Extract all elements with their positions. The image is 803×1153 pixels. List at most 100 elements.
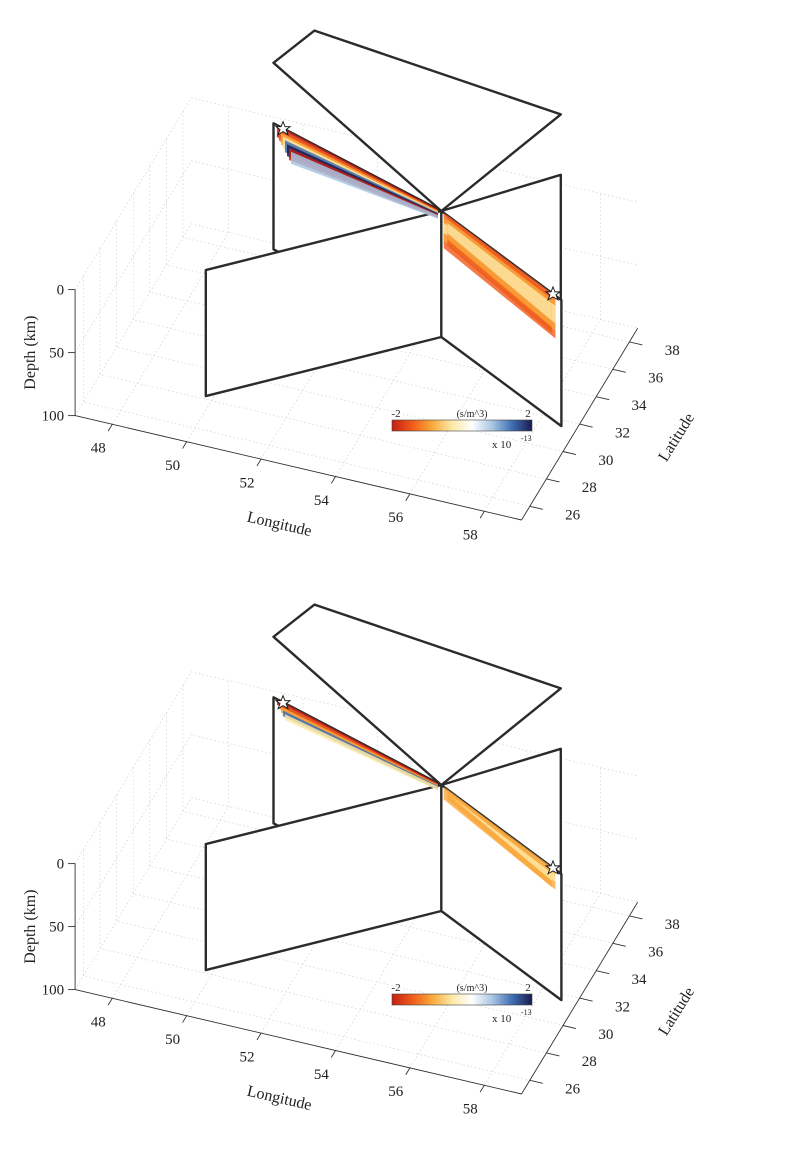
x-tick (107, 424, 113, 432)
x-tick-label: 54 (314, 493, 330, 509)
x-tick-label: 54 (314, 1067, 330, 1083)
x-tick (330, 1050, 336, 1058)
colorbar-exponent-label: x 10 (492, 1013, 512, 1025)
receiver-star-icon (544, 285, 562, 301)
receiver-star-icon (544, 859, 562, 875)
x-tick-label: 50 (165, 1032, 180, 1048)
colorbar-max-label: 2 (525, 982, 531, 994)
colorbar-min-label: -2 (391, 408, 400, 420)
y-tick (546, 478, 560, 483)
z-axis-label: Depth (km) (22, 889, 39, 963)
y-tick-label: 38 (665, 917, 680, 933)
y-tick (612, 942, 626, 947)
grid-line-depth (74, 97, 638, 290)
z-tick-label: 0 (57, 857, 65, 873)
colorbar-exponent: -13 (521, 1008, 532, 1017)
y-axis-line (521, 901, 639, 1095)
y-tick-label: 34 (632, 398, 648, 414)
x-tick-label: 52 (239, 1049, 254, 1065)
grid-line-lon (112, 106, 229, 425)
y-tick (596, 396, 610, 401)
x-tick (479, 511, 485, 519)
chart-panel-bottom: 48 50 52 54 56 58 26 28 30 32 34 36 38 0 50 100 Longitud… (0, 574, 803, 1148)
y-tick (562, 1025, 577, 1029)
slice-lid (272, 603, 562, 787)
y-tick-label: 36 (648, 945, 664, 961)
z-tick-label: 100 (42, 409, 65, 425)
y-axis-label: Latitude (655, 984, 698, 1038)
x-axis-line (74, 989, 522, 1095)
y-tick (596, 970, 610, 975)
slices (204, 603, 563, 1002)
colorbar-max-label: 2 (525, 408, 531, 420)
x-tick-label: 52 (239, 475, 254, 491)
slice-lid (272, 29, 562, 213)
x-tick-label: 58 (463, 528, 478, 544)
x-axis-label: Longitude (245, 1083, 313, 1114)
slice-b-front (204, 209, 443, 398)
x-tick-label: 48 (91, 441, 106, 457)
kernel-band-front (447, 223, 552, 321)
grid-line-lon (112, 680, 229, 999)
colorbar-gradient (391, 993, 533, 1006)
x-tick-label: 56 (388, 1084, 404, 1100)
x-tick (405, 1067, 411, 1075)
y-tick (612, 368, 626, 373)
y-tick (529, 505, 543, 510)
z-tick-label: 100 (42, 983, 65, 999)
x-tick-label: 48 (91, 1015, 106, 1031)
source-star-icon (274, 120, 292, 136)
grid-line-depth (74, 734, 638, 927)
y-tick (546, 1052, 560, 1057)
y-tick-label: 38 (665, 343, 680, 359)
grid-line-depth (74, 223, 638, 416)
y-tick (629, 915, 643, 920)
colorbar-exponent-label: x 10 (492, 439, 512, 451)
x-tick-label: 50 (165, 458, 180, 474)
y-tick-label: 30 (598, 1027, 613, 1043)
x-axis-label: Longitude (245, 509, 313, 540)
y-tick-label: 30 (598, 453, 613, 469)
x-tick (405, 493, 411, 501)
y-tick-label: 34 (632, 972, 648, 988)
z-tick-label: 50 (49, 346, 64, 362)
z-axis-label: Depth (km) (22, 315, 39, 389)
kernel-band (284, 714, 438, 791)
slice-b-front (204, 783, 443, 972)
colorbar-min-label: -2 (391, 982, 400, 994)
colorbar-label: (s/m^3) (457, 409, 488, 420)
z-tick-label: 0 (57, 283, 65, 299)
sensitivity-kernel (276, 699, 556, 890)
x-tick (256, 458, 262, 467)
y-tick (562, 451, 577, 455)
slices (204, 29, 563, 428)
grid-line-depth (74, 160, 638, 353)
grid-line-depth (74, 797, 638, 990)
kernel-band (291, 151, 438, 219)
y-tick-label: 28 (582, 480, 597, 496)
y-tick-label: 32 (615, 999, 630, 1015)
colorbar-exponent: -13 (521, 434, 532, 443)
x-tick (256, 1032, 262, 1041)
x-tick (107, 998, 113, 1006)
x-axis-line (74, 415, 522, 521)
y-tick-label: 36 (648, 371, 664, 387)
x-tick (182, 1015, 188, 1023)
y-tick-label: 26 (565, 1082, 581, 1098)
chart-panel-top: 48 50 52 54 56 58 26 28 30 32 34 36 38 0 50 100 Longitud… (0, 0, 803, 574)
y-axis-label: Latitude (655, 410, 698, 464)
y-tick (629, 341, 643, 346)
x-tick (479, 1085, 485, 1093)
y-tick-label: 26 (565, 508, 581, 524)
x-tick (182, 441, 188, 449)
sensitivity-kernel (276, 125, 556, 339)
y-tick-label: 32 (615, 425, 630, 441)
source-star-icon (274, 694, 292, 710)
y-tick (529, 1079, 543, 1084)
grid-line-depth (74, 671, 638, 864)
y-tick (579, 423, 593, 428)
colorbar-gradient (391, 419, 533, 432)
